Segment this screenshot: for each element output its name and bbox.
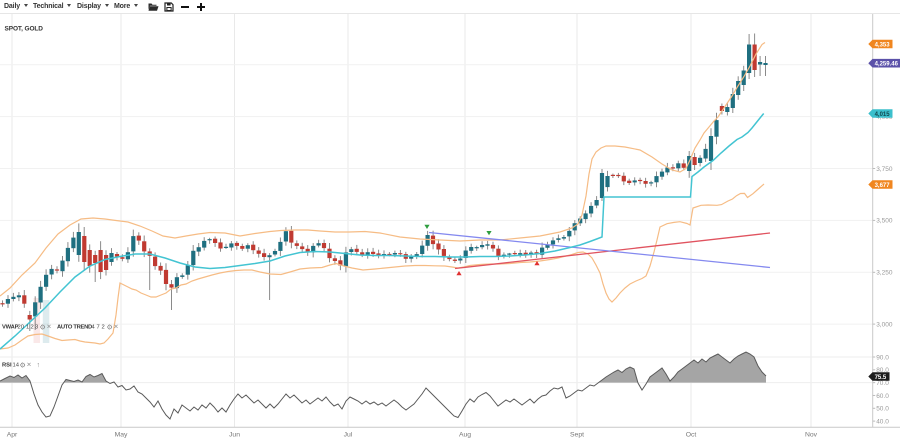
- svg-text:60.0: 60.0: [876, 393, 889, 400]
- svg-text:Oct: Oct: [686, 432, 697, 439]
- svg-text:14: 14: [13, 363, 20, 369]
- svg-text:3,500: 3,500: [876, 218, 893, 225]
- svg-text:Jun: Jun: [229, 432, 240, 439]
- svg-text:✕: ✕: [114, 325, 119, 331]
- svg-text:90.0: 90.0: [876, 354, 889, 361]
- svg-text:3: 3: [35, 325, 38, 331]
- svg-text:✕: ✕: [47, 325, 52, 331]
- svg-text:VWAP: VWAP: [2, 325, 19, 331]
- svg-text:80.0: 80.0: [876, 367, 889, 374]
- svg-text:2: 2: [102, 325, 105, 331]
- svg-text:3,000: 3,000: [876, 321, 893, 328]
- svg-text:May: May: [115, 432, 128, 439]
- svg-text:4: 4: [92, 325, 96, 331]
- svg-text:70.0: 70.0: [876, 380, 889, 387]
- svg-text:4,015: 4,015: [875, 112, 891, 118]
- svg-text:40.0: 40.0: [876, 418, 889, 425]
- svg-text:Nov: Nov: [805, 432, 818, 439]
- svg-text:Sept: Sept: [570, 432, 584, 439]
- svg-text:3,750: 3,750: [876, 166, 893, 173]
- svg-text:7: 7: [97, 325, 100, 331]
- svg-text:3,250: 3,250: [876, 270, 893, 277]
- svg-text:4,259.46: 4,259.46: [875, 62, 899, 68]
- svg-text:1: 1: [26, 325, 29, 331]
- svg-text:20: 20: [18, 325, 24, 331]
- svg-text:SPOT, GOLD: SPOT, GOLD: [5, 26, 44, 33]
- svg-text:⚙: ⚙: [20, 362, 26, 370]
- svg-text:⚙: ⚙: [107, 324, 113, 332]
- svg-text:RSI: RSI: [2, 363, 12, 369]
- svg-text:Aug: Aug: [459, 432, 471, 439]
- svg-text:50.0: 50.0: [876, 406, 889, 413]
- svg-text:⚙: ⚙: [40, 324, 46, 332]
- svg-text:75.5: 75.5: [875, 375, 887, 381]
- svg-text:AUTO TREND: AUTO TREND: [57, 325, 92, 331]
- svg-text:3,677: 3,677: [875, 183, 891, 189]
- svg-text:✕: ✕: [27, 363, 32, 369]
- svg-text:↑: ↑: [37, 362, 41, 369]
- svg-text:4,353: 4,353: [875, 42, 891, 48]
- svg-text:Apr: Apr: [7, 432, 18, 439]
- svg-text:2: 2: [31, 325, 34, 331]
- svg-text:Jul: Jul: [344, 432, 353, 439]
